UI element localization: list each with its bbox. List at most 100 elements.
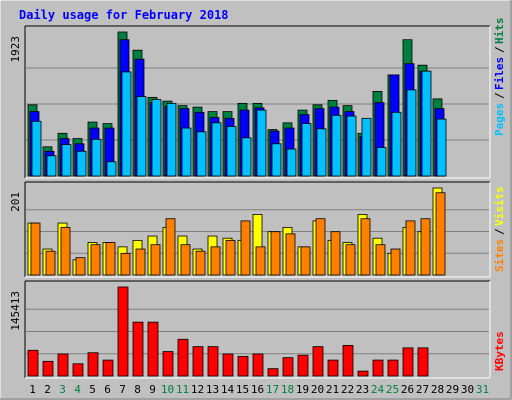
bar-pages-day-2 [46, 155, 57, 177]
bar-kbytes-day-13 [207, 346, 219, 377]
bar-sites-day-8 [135, 248, 146, 276]
bar-sites-day-18 [285, 233, 296, 276]
bar-pages-day-22 [346, 115, 357, 177]
x-tick-label-26: 26 [401, 383, 414, 396]
x-tick-label-13: 13 [206, 383, 219, 396]
x-tick-label-10: 10 [161, 383, 174, 396]
x-tick-label-2: 2 [44, 383, 51, 396]
y-max-label-hits-files-pages: 1923 [9, 36, 22, 63]
bar-kbytes-day-25 [387, 359, 399, 377]
x-tick-label-14: 14 [221, 383, 235, 396]
legend-visits-sites: Sites / Visits [493, 186, 506, 272]
bar-pages-day-10 [166, 102, 177, 177]
bar-kbytes-day-24 [372, 359, 384, 377]
bar-sites-day-27 [420, 218, 431, 276]
x-tick-label-20: 20 [311, 383, 324, 396]
x-tick-label-30: 30 [461, 383, 474, 396]
bar-pages-day-6 [106, 161, 117, 177]
legend-item-sites: Sites [493, 239, 506, 272]
bar-pages-day-26 [406, 89, 417, 177]
bar-kbytes-day-16 [252, 353, 264, 377]
bar-kbytes-day-22 [342, 344, 354, 377]
legend-separator: / [493, 92, 506, 99]
bar-pages-day-17 [271, 143, 282, 177]
x-tick-label-18: 18 [281, 383, 294, 396]
legend-item-hits: Hits [493, 18, 506, 45]
x-tick-label-21: 21 [326, 383, 339, 396]
bar-sites-day-26 [405, 220, 416, 276]
y-max-label-visits-sites: 201 [9, 192, 22, 212]
legend-item-visits: Visits [493, 186, 506, 226]
bar-sites-day-28 [435, 192, 446, 276]
bar-sites-day-19 [300, 246, 311, 276]
bar-pages-day-18 [286, 148, 297, 177]
panel-visits-sites: 201 Sites / Visits [9, 181, 506, 278]
bar-pages-day-28 [436, 118, 447, 177]
panel-kbytes: 145413 KBytes [9, 280, 506, 379]
bar-pages-day-14 [226, 126, 237, 177]
x-tick-label-17: 17 [266, 383, 279, 396]
bar-sites-day-9 [150, 244, 161, 276]
bar-kbytes-day-11 [177, 338, 189, 377]
bar-sites-day-12 [195, 250, 206, 276]
x-tick-label-24: 24 [371, 383, 385, 396]
bar-kbytes-day-9 [147, 321, 159, 377]
bar-sites-day-25 [390, 248, 401, 276]
x-tick-label-5: 5 [89, 383, 96, 396]
x-tick-label-28: 28 [431, 383, 444, 396]
bar-sites-day-2 [45, 250, 56, 276]
bar-sites-day-10 [165, 218, 176, 276]
bar-sites-day-21 [330, 231, 341, 276]
bar-kbytes-day-21 [327, 359, 339, 377]
bar-kbytes-day-1 [27, 349, 39, 377]
bar-kbytes-day-27 [417, 347, 429, 377]
bar-sites-day-5 [90, 244, 101, 276]
bar-sites-day-23 [360, 218, 371, 276]
bar-sites-day-20 [315, 218, 326, 276]
chart-title: Daily usage for February 2018 [19, 8, 229, 22]
bar-kbytes-day-2 [42, 360, 54, 377]
bar-pages-day-13 [211, 122, 222, 177]
bar-pages-day-16 [256, 109, 267, 177]
x-tick-label-16: 16 [251, 383, 264, 396]
bar-sites-day-17 [270, 231, 281, 276]
bar-sites-day-3 [60, 226, 71, 276]
bar-sites-day-13 [210, 246, 221, 276]
bar-pages-day-21 [331, 114, 342, 177]
x-tick-label-6: 6 [104, 383, 111, 396]
legend-kbytes: KBytes [493, 331, 506, 371]
bar-sites-day-22 [345, 244, 356, 276]
bar-sites-day-7 [120, 252, 131, 276]
bar-kbytes-day-23 [357, 370, 369, 377]
x-tick-label-7: 7 [119, 383, 126, 396]
legend-separator: / [493, 46, 506, 53]
bar-pages-day-15 [241, 137, 252, 177]
bar-pages-day-12 [196, 131, 207, 177]
bar-kbytes-day-26 [402, 347, 414, 377]
x-tick-label-8: 8 [134, 383, 141, 396]
bar-sites-day-1 [30, 222, 41, 276]
x-tick-label-1: 1 [29, 383, 36, 396]
x-tick-label-27: 27 [416, 383, 429, 396]
x-axis-labels: 1 2 3 4 5 6 7 8 9 10 11 12 13 14 15 16 17 18 19 20 21 22 23 24 2… [29, 383, 489, 396]
bar-pages-day-20 [316, 128, 327, 177]
x-tick-label-31: 31 [476, 383, 489, 396]
bar-sites-day-24 [375, 244, 386, 276]
bar-kbytes-day-20 [312, 346, 324, 377]
y-max-label-kbytes: 145413 [9, 291, 22, 331]
x-tick-label-23: 23 [356, 383, 369, 396]
x-tick-label-19: 19 [296, 383, 309, 396]
bar-sites-day-15 [240, 220, 251, 276]
bar-pages-day-27 [421, 70, 432, 177]
x-tick-label-3: 3 [59, 383, 66, 396]
bar-pages-day-1 [31, 120, 42, 177]
bar-kbytes-day-7 [117, 286, 129, 377]
x-tick-label-4: 4 [74, 383, 81, 396]
bar-pages-day-25 [391, 111, 402, 177]
x-tick-label-15: 15 [236, 383, 249, 396]
legend-separator: / [493, 228, 506, 235]
